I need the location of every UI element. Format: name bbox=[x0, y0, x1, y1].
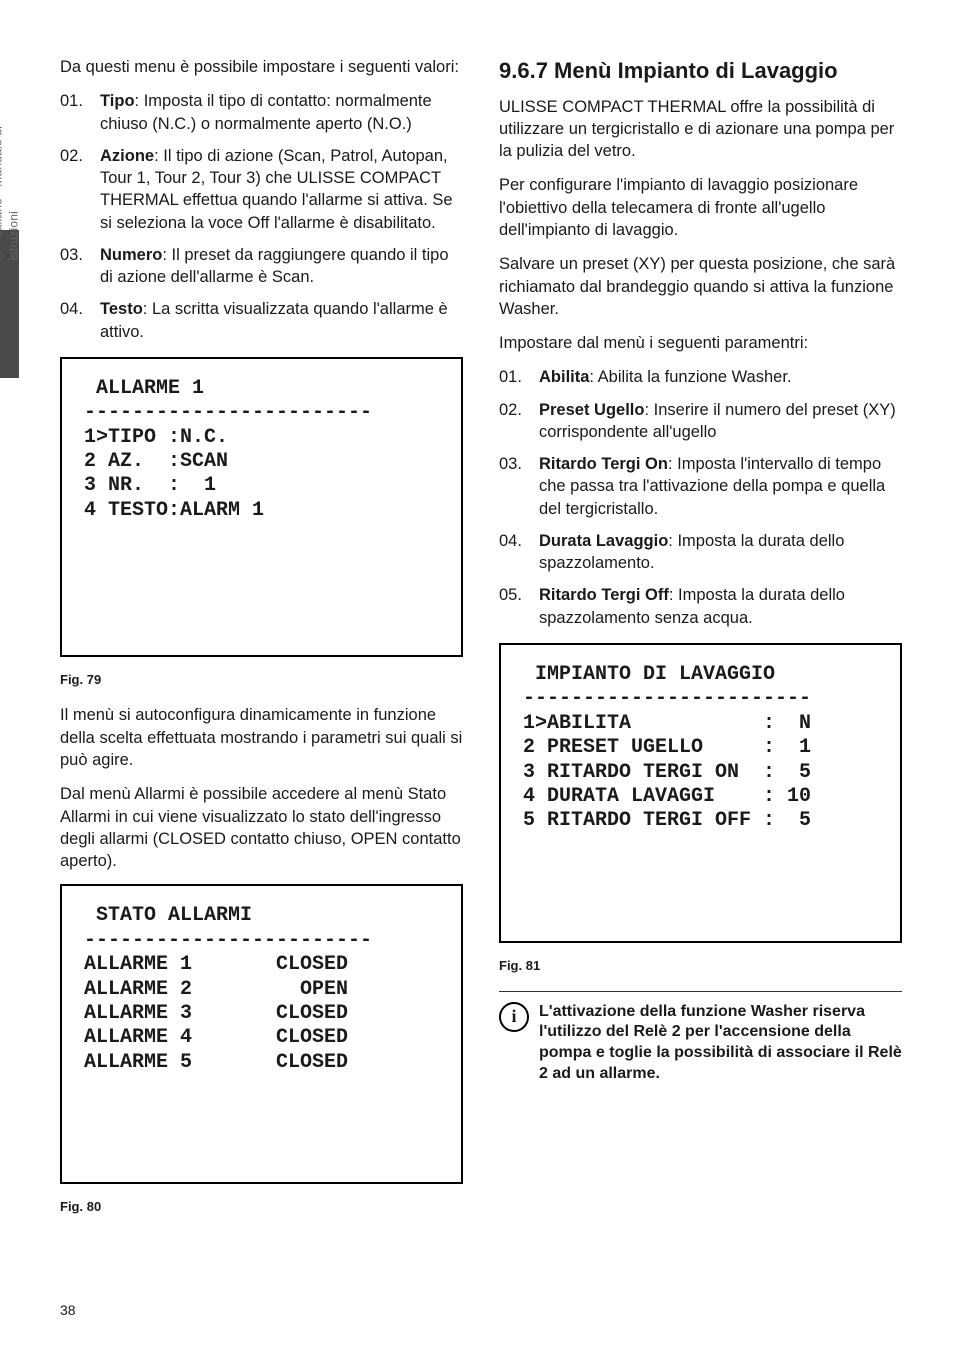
lcd-line: 5 RITARDO TERGI OFF : 5 bbox=[523, 809, 811, 832]
item-number: 05. bbox=[499, 584, 529, 629]
item-term: Testo bbox=[100, 300, 143, 318]
list-item: 01. Tipo: Imposta il tipo di contatto: n… bbox=[60, 90, 463, 135]
lcd-allarme-1: ALLARME 1 ------------------------ 1>TIP… bbox=[60, 357, 463, 657]
right-p2: Per configurare l'impianto di lavaggio p… bbox=[499, 174, 902, 241]
list-item: 01. Abilita: Abilita la funzione Washer. bbox=[499, 366, 902, 388]
item-term: Tipo bbox=[100, 92, 135, 110]
right-p1: ULISSE COMPACT THERMAL offre la possibil… bbox=[499, 96, 902, 163]
item-body: : Abilita la funzione Washer. bbox=[589, 368, 791, 386]
right-param-list: 01. Abilita: Abilita la funzione Washer.… bbox=[499, 366, 902, 629]
left-column: Da questi menu è possibile impostare i s… bbox=[60, 56, 463, 1232]
lcd-line: ALLARME 4 CLOSED bbox=[84, 1026, 348, 1049]
section-heading: 9.6.7 Menù Impianto di Lavaggio bbox=[499, 56, 902, 86]
left-param-list: 01. Tipo: Imposta il tipo di contatto: n… bbox=[60, 90, 463, 343]
list-item: 04. Testo: La scritta visualizzata quand… bbox=[60, 298, 463, 343]
item-number: 03. bbox=[499, 453, 529, 520]
list-item: 02. Azione: Il tipo di azione (Scan, Pat… bbox=[60, 145, 463, 234]
lcd-line: 2 AZ. :SCAN bbox=[84, 450, 228, 473]
lcd-title: ALLARME 1 bbox=[84, 377, 204, 400]
left-intro: Da questi menu è possibile impostare i s… bbox=[60, 56, 463, 78]
right-p3: Salvare un preset (XY) per questa posizi… bbox=[499, 253, 902, 320]
lcd-line: 3 RITARDO TERGI ON : 5 bbox=[523, 761, 811, 784]
figure-caption: Fig. 80 bbox=[60, 1198, 463, 1216]
left-para-2: Dal menù Allarmi è possibile accedere al… bbox=[60, 783, 463, 872]
right-p4: Impostare dal menù i seguenti paramentri… bbox=[499, 332, 902, 354]
page-number: 38 bbox=[60, 1301, 76, 1320]
list-item: 04. Durata Lavaggio: Imposta la durata d… bbox=[499, 530, 902, 575]
item-body: : La scritta visualizzata quando l'allar… bbox=[100, 300, 448, 340]
item-body: : Imposta il tipo di contatto: normalmen… bbox=[100, 92, 432, 132]
info-note: i L'attivazione della funzione Washer ri… bbox=[499, 991, 902, 1085]
list-item: 03. Ritardo Tergi On: Imposta l'interval… bbox=[499, 453, 902, 520]
item-term: Ritardo Tergi On bbox=[539, 455, 668, 473]
right-column: 9.6.7 Menù Impianto di Lavaggio ULISSE C… bbox=[499, 56, 902, 1232]
info-text: L'attivazione della funzione Washer rise… bbox=[539, 1002, 902, 1085]
item-term: Preset Ugello bbox=[539, 401, 644, 419]
item-term: Numero bbox=[100, 246, 162, 264]
info-icon: i bbox=[499, 1002, 529, 1032]
figure-caption: Fig. 79 bbox=[60, 671, 463, 689]
lcd-title: IMPIANTO DI LAVAGGIO bbox=[523, 663, 775, 686]
lcd-stato-allarmi: STATO ALLARMI ------------------------ A… bbox=[60, 884, 463, 1184]
item-term: Abilita bbox=[539, 368, 589, 386]
lcd-line: 1>TIPO :N.C. bbox=[84, 426, 228, 449]
item-term: Ritardo Tergi Off bbox=[539, 586, 669, 604]
list-item: 03. Numero: Il preset da raggiungere qua… bbox=[60, 244, 463, 289]
item-number: 02. bbox=[60, 145, 90, 234]
item-number: 04. bbox=[60, 298, 90, 343]
item-number: 03. bbox=[60, 244, 90, 289]
lcd-rule: ------------------------ bbox=[84, 401, 372, 424]
lcd-line: 1>ABILITA : N bbox=[523, 712, 811, 735]
lcd-title: STATO ALLARMI bbox=[84, 904, 252, 927]
list-item: 02. Preset Ugello: Inserire il numero de… bbox=[499, 399, 902, 444]
side-tab-label: IT - Italiano - Manuale di istruzioni bbox=[0, 108, 22, 260]
lcd-line: ALLARME 3 CLOSED bbox=[84, 1002, 348, 1025]
item-term: Azione bbox=[100, 147, 154, 165]
lcd-rule: ------------------------ bbox=[523, 687, 811, 710]
item-number: 01. bbox=[60, 90, 90, 135]
lcd-rule: ------------------------ bbox=[84, 929, 372, 952]
lcd-line: ALLARME 2 OPEN bbox=[84, 978, 348, 1001]
lcd-line: 2 PRESET UGELLO : 1 bbox=[523, 736, 811, 759]
lcd-line: ALLARME 1 CLOSED bbox=[84, 953, 348, 976]
lcd-line: 4 DURATA LAVAGGI : 10 bbox=[523, 785, 811, 808]
lcd-line: 4 TESTO:ALARM 1 bbox=[84, 499, 264, 522]
item-number: 02. bbox=[499, 399, 529, 444]
lcd-impianto-lavaggio: IMPIANTO DI LAVAGGIO -------------------… bbox=[499, 643, 902, 943]
lcd-line: ALLARME 5 CLOSED bbox=[84, 1051, 348, 1074]
item-term: Durata Lavaggio bbox=[539, 532, 668, 550]
item-number: 01. bbox=[499, 366, 529, 388]
left-para-1: Il menù si autoconfigura dinamicamente i… bbox=[60, 704, 463, 771]
figure-caption: Fig. 81 bbox=[499, 957, 902, 975]
item-number: 04. bbox=[499, 530, 529, 575]
list-item: 05. Ritardo Tergi Off: Imposta la durata… bbox=[499, 584, 902, 629]
lcd-line: 3 NR. : 1 bbox=[84, 474, 216, 497]
